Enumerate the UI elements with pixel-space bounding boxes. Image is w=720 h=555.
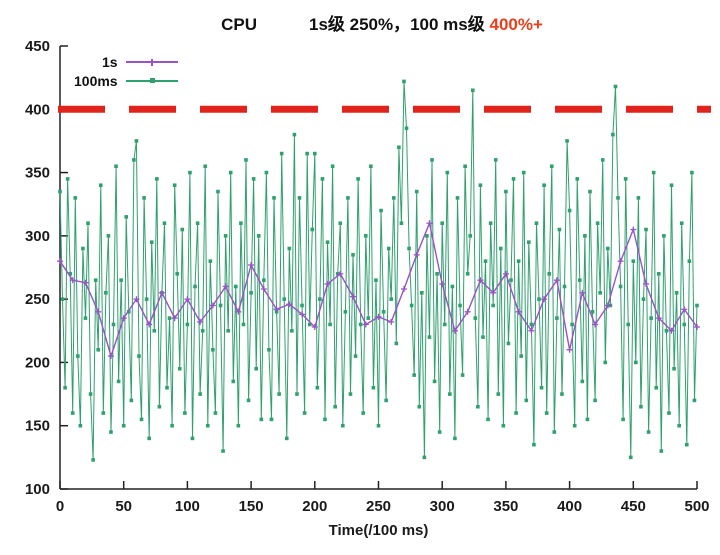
legend-label-100ms: 100ms	[74, 73, 118, 89]
svg-text:150: 150	[239, 498, 264, 515]
annotation-text: 1s级 250%，100 ms级	[308, 15, 490, 34]
legend-marker-1s	[148, 58, 156, 66]
legend-label-1s: 1s	[102, 54, 118, 70]
svg-text:100: 100	[25, 481, 50, 498]
svg-text:50: 50	[115, 498, 132, 515]
svg-text:300: 300	[430, 498, 455, 515]
x-axis-title: Time(/100 ms)	[329, 522, 429, 539]
legend-line-sample-1s	[125, 56, 178, 68]
legend-marker-100ms	[149, 78, 155, 83]
svg-text:400: 400	[557, 498, 582, 515]
series-100ms	[58, 79, 699, 462]
svg-text:250: 250	[366, 498, 391, 515]
chart-title: CPU	[221, 15, 257, 34]
svg-text:0: 0	[56, 498, 64, 515]
svg-text:500: 500	[684, 498, 709, 515]
svg-text:350: 350	[25, 165, 50, 182]
svg-text:300: 300	[25, 228, 50, 245]
legend-line-sample-100ms	[125, 75, 178, 87]
x-axis-ticks: 0 50 100 150 200 250 300 350 400 450 500	[56, 481, 710, 515]
svg-text:250: 250	[25, 291, 50, 308]
svg-text:150: 150	[25, 418, 50, 435]
svg-text:350: 350	[493, 498, 518, 515]
chart-legend: 1s 100ms	[74, 54, 178, 89]
svg-text:200: 200	[302, 498, 327, 515]
series-1s	[57, 220, 700, 360]
svg-text:200: 200	[25, 354, 50, 371]
y-axis-ticks: 100 150 200 250 300 350 400 450	[25, 38, 68, 498]
svg-text:Time(/100 ms): Time(/100 ms)	[329, 522, 429, 539]
annotation-highlight: 400%+	[489, 15, 543, 34]
svg-text:450: 450	[25, 38, 50, 55]
svg-text:100: 100	[175, 498, 200, 515]
svg-text:450: 450	[621, 498, 646, 515]
svg-text:400: 400	[25, 101, 50, 118]
chart-annotation: 1s级 250%，100 ms级 400%+	[309, 15, 543, 34]
chart-title-row: CPU 1s级 250%，100 ms级 400%+	[22, 10, 720, 35]
